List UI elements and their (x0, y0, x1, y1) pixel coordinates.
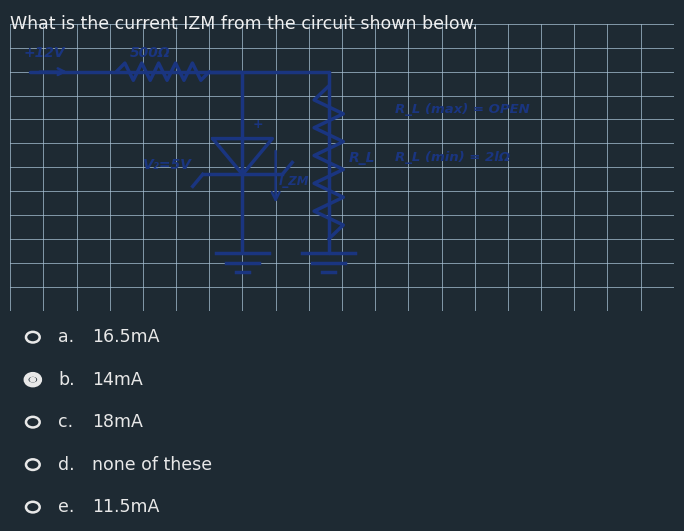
Text: 14mA: 14mA (92, 371, 143, 389)
Text: What is the current IZM from the circuit shown below.: What is the current IZM from the circuit… (10, 15, 478, 33)
Text: I_ZM: I_ZM (279, 175, 309, 188)
Text: b.: b. (58, 371, 75, 389)
Text: 16.5mA: 16.5mA (92, 328, 160, 346)
Text: c.: c. (58, 413, 73, 431)
Text: V₂=5V: V₂=5V (143, 158, 192, 172)
Text: 500Ω: 500Ω (130, 46, 170, 60)
Text: +: + (252, 118, 263, 132)
Text: R_L (min) = 2lΩ: R_L (min) = 2lΩ (395, 151, 510, 164)
Text: R_L: R_L (349, 151, 375, 165)
Text: 11.5mA: 11.5mA (92, 498, 160, 516)
Text: e.: e. (58, 498, 75, 516)
Text: +12V: +12V (23, 46, 65, 60)
Text: a.: a. (58, 328, 75, 346)
Text: R_L (max) = OPEN: R_L (max) = OPEN (395, 104, 530, 116)
Text: none of these: none of these (92, 456, 213, 474)
Text: d.: d. (58, 456, 75, 474)
Text: 18mA: 18mA (92, 413, 143, 431)
